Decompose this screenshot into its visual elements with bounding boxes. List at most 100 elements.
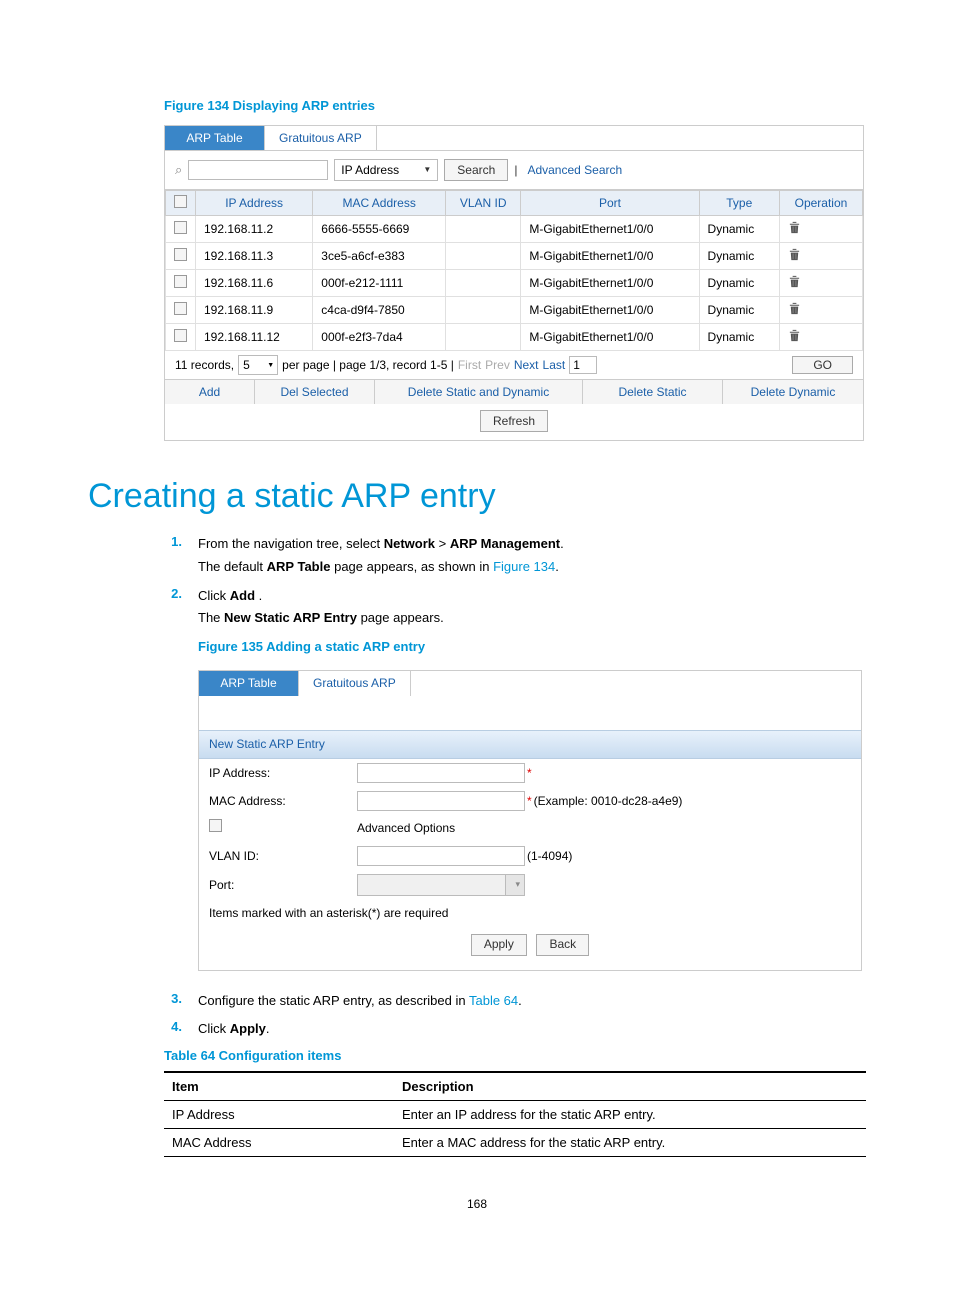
col-desc: Description	[394, 1072, 866, 1101]
port-select[interactable]	[357, 874, 525, 896]
cell-desc: Enter an IP address for the static ARP e…	[394, 1101, 866, 1129]
cell-vlan	[445, 243, 520, 270]
mac-address-label: MAC Address:	[209, 792, 357, 811]
ip-address-label: IP Address:	[209, 764, 357, 783]
back-button[interactable]: Back	[536, 934, 589, 956]
cell-type: Dynamic	[699, 243, 779, 270]
checkbox-all[interactable]	[174, 195, 187, 208]
per-page-select[interactable]: 5	[238, 355, 278, 375]
required-note: Items marked with an asterisk(*) are req…	[199, 900, 861, 933]
table-64-caption: Table 64 Configuration items	[164, 1048, 866, 1063]
tab-gratuitous-arp[interactable]: Gratuitous ARP	[265, 125, 377, 150]
refresh-button[interactable]: Refresh	[480, 410, 548, 432]
arp-table: IP Address MAC Address VLAN ID Port Type…	[165, 190, 863, 351]
vlan-id-label: VLAN ID:	[209, 847, 357, 866]
pager-middle: per page | page 1/3, record 1-5 |	[282, 358, 454, 372]
cell-ip: 192.168.11.12	[196, 324, 313, 351]
col-op[interactable]: Operation	[779, 191, 862, 216]
advanced-search-link[interactable]: Advanced Search	[527, 163, 622, 177]
search-row: ⌕ IP Address Search | Advanced Search	[165, 151, 863, 190]
col-ip[interactable]: IP Address	[196, 191, 313, 216]
row-checkbox[interactable]	[174, 248, 187, 261]
pager-last[interactable]: Last	[543, 358, 566, 372]
pager-prev: Prev	[485, 358, 510, 372]
search-button[interactable]: Search	[444, 159, 508, 181]
step-number-4: 4.	[164, 1019, 182, 1040]
page-number: 168	[88, 1197, 866, 1211]
ip-address-input[interactable]	[357, 763, 525, 783]
table-row: IP AddressEnter an IP address for the st…	[164, 1101, 866, 1129]
trash-icon[interactable]	[788, 328, 801, 343]
cell-vlan	[445, 297, 520, 324]
step-number-2: 2.	[164, 586, 182, 983]
del-selected-button[interactable]: Del Selected	[255, 380, 375, 404]
cell-ip: 192.168.11.3	[196, 243, 313, 270]
port-label: Port:	[209, 876, 357, 895]
del-static-dynamic-button[interactable]: Delete Static and Dynamic	[375, 380, 583, 404]
add-button[interactable]: Add	[165, 380, 255, 404]
pager-next[interactable]: Next	[514, 358, 539, 372]
mac-hint: (Example: 0010-dc28-a4e9)	[534, 792, 683, 811]
cell-port: M-GigabitEthernet1/0/0	[521, 270, 699, 297]
del-static-button[interactable]: Delete Static	[583, 380, 723, 404]
cell-type: Dynamic	[699, 270, 779, 297]
trash-icon[interactable]	[788, 220, 801, 235]
table-row: 192.168.11.9c4ca-d9f4-7850M-GigabitEther…	[166, 297, 863, 324]
required-mark: *	[527, 792, 532, 811]
col-port[interactable]: Port	[521, 191, 699, 216]
records-count: 11 records,	[175, 358, 234, 372]
trash-icon[interactable]	[788, 274, 801, 289]
vlan-id-input[interactable]	[357, 846, 525, 866]
pager-go-button[interactable]: GO	[792, 356, 853, 374]
pipe: |	[514, 163, 517, 177]
table-row: 192.168.11.26666-5555-6669M-GigabitEther…	[166, 216, 863, 243]
advanced-options-checkbox[interactable]	[209, 819, 222, 832]
tab-arp-table-135[interactable]: ARP Table	[199, 670, 299, 696]
cell-item: MAC Address	[164, 1129, 394, 1157]
figure-135-caption: Figure 135 Adding a static ARP entry	[198, 637, 866, 658]
tabs-fig135: ARP Table Gratuitous ARP	[199, 670, 861, 696]
pager-page-input[interactable]: 1	[569, 356, 597, 374]
step-number-1: 1.	[164, 534, 182, 578]
col-vlan[interactable]: VLAN ID	[445, 191, 520, 216]
tab-gratuitous-arp-135[interactable]: Gratuitous ARP	[299, 670, 411, 696]
apply-button[interactable]: Apply	[471, 934, 527, 956]
col-mac[interactable]: MAC Address	[313, 191, 446, 216]
row-checkbox[interactable]	[174, 221, 187, 234]
figure-134-caption: Figure 134 Displaying ARP entries	[164, 98, 866, 113]
table-row: 192.168.11.33ce5-a6cf-e383M-GigabitEther…	[166, 243, 863, 270]
step-number-3: 3.	[164, 991, 182, 1012]
search-input[interactable]	[188, 160, 328, 180]
tabs-fig134: ARP Table Gratuitous ARP	[165, 125, 863, 151]
step-1-body: From the navigation tree, select Network…	[198, 534, 866, 578]
table-row: 192.168.11.6000f-e212-1111M-GigabitEther…	[166, 270, 863, 297]
cell-item: IP Address	[164, 1101, 394, 1129]
row-checkbox[interactable]	[174, 302, 187, 315]
mac-address-input[interactable]	[357, 791, 525, 811]
step-4-body: Click Apply.	[198, 1019, 866, 1040]
advanced-options-label: Advanced Options	[357, 819, 455, 838]
cell-mac: 000f-e2f3-7da4	[313, 324, 446, 351]
search-field-select[interactable]: IP Address	[334, 159, 438, 181]
del-dynamic-button[interactable]: Delete Dynamic	[723, 380, 863, 404]
trash-icon[interactable]	[788, 247, 801, 262]
col-type[interactable]: Type	[699, 191, 779, 216]
cell-port: M-GigabitEthernet1/0/0	[521, 216, 699, 243]
tab-spacer-135	[411, 670, 861, 696]
section-heading: Creating a static ARP entry	[88, 477, 866, 516]
table-64-link[interactable]: Table 64	[469, 993, 518, 1008]
cell-ip: 192.168.11.6	[196, 270, 313, 297]
cell-vlan	[445, 270, 520, 297]
cell-type: Dynamic	[699, 324, 779, 351]
tab-arp-table[interactable]: ARP Table	[165, 125, 265, 150]
cell-ip: 192.168.11.9	[196, 297, 313, 324]
step-2-body: Click Add . The New Static ARP Entry pag…	[198, 586, 866, 983]
table-64: Item Description IP AddressEnter an IP a…	[164, 1071, 866, 1157]
figure-134-link[interactable]: Figure 134	[493, 559, 555, 574]
row-checkbox[interactable]	[174, 275, 187, 288]
vlan-hint: (1-4094)	[527, 847, 572, 866]
cell-desc: Enter a MAC address for the static ARP e…	[394, 1129, 866, 1157]
trash-icon[interactable]	[788, 301, 801, 316]
figure-135: ARP Table Gratuitous ARP New Static ARP …	[198, 670, 862, 971]
row-checkbox[interactable]	[174, 329, 187, 342]
